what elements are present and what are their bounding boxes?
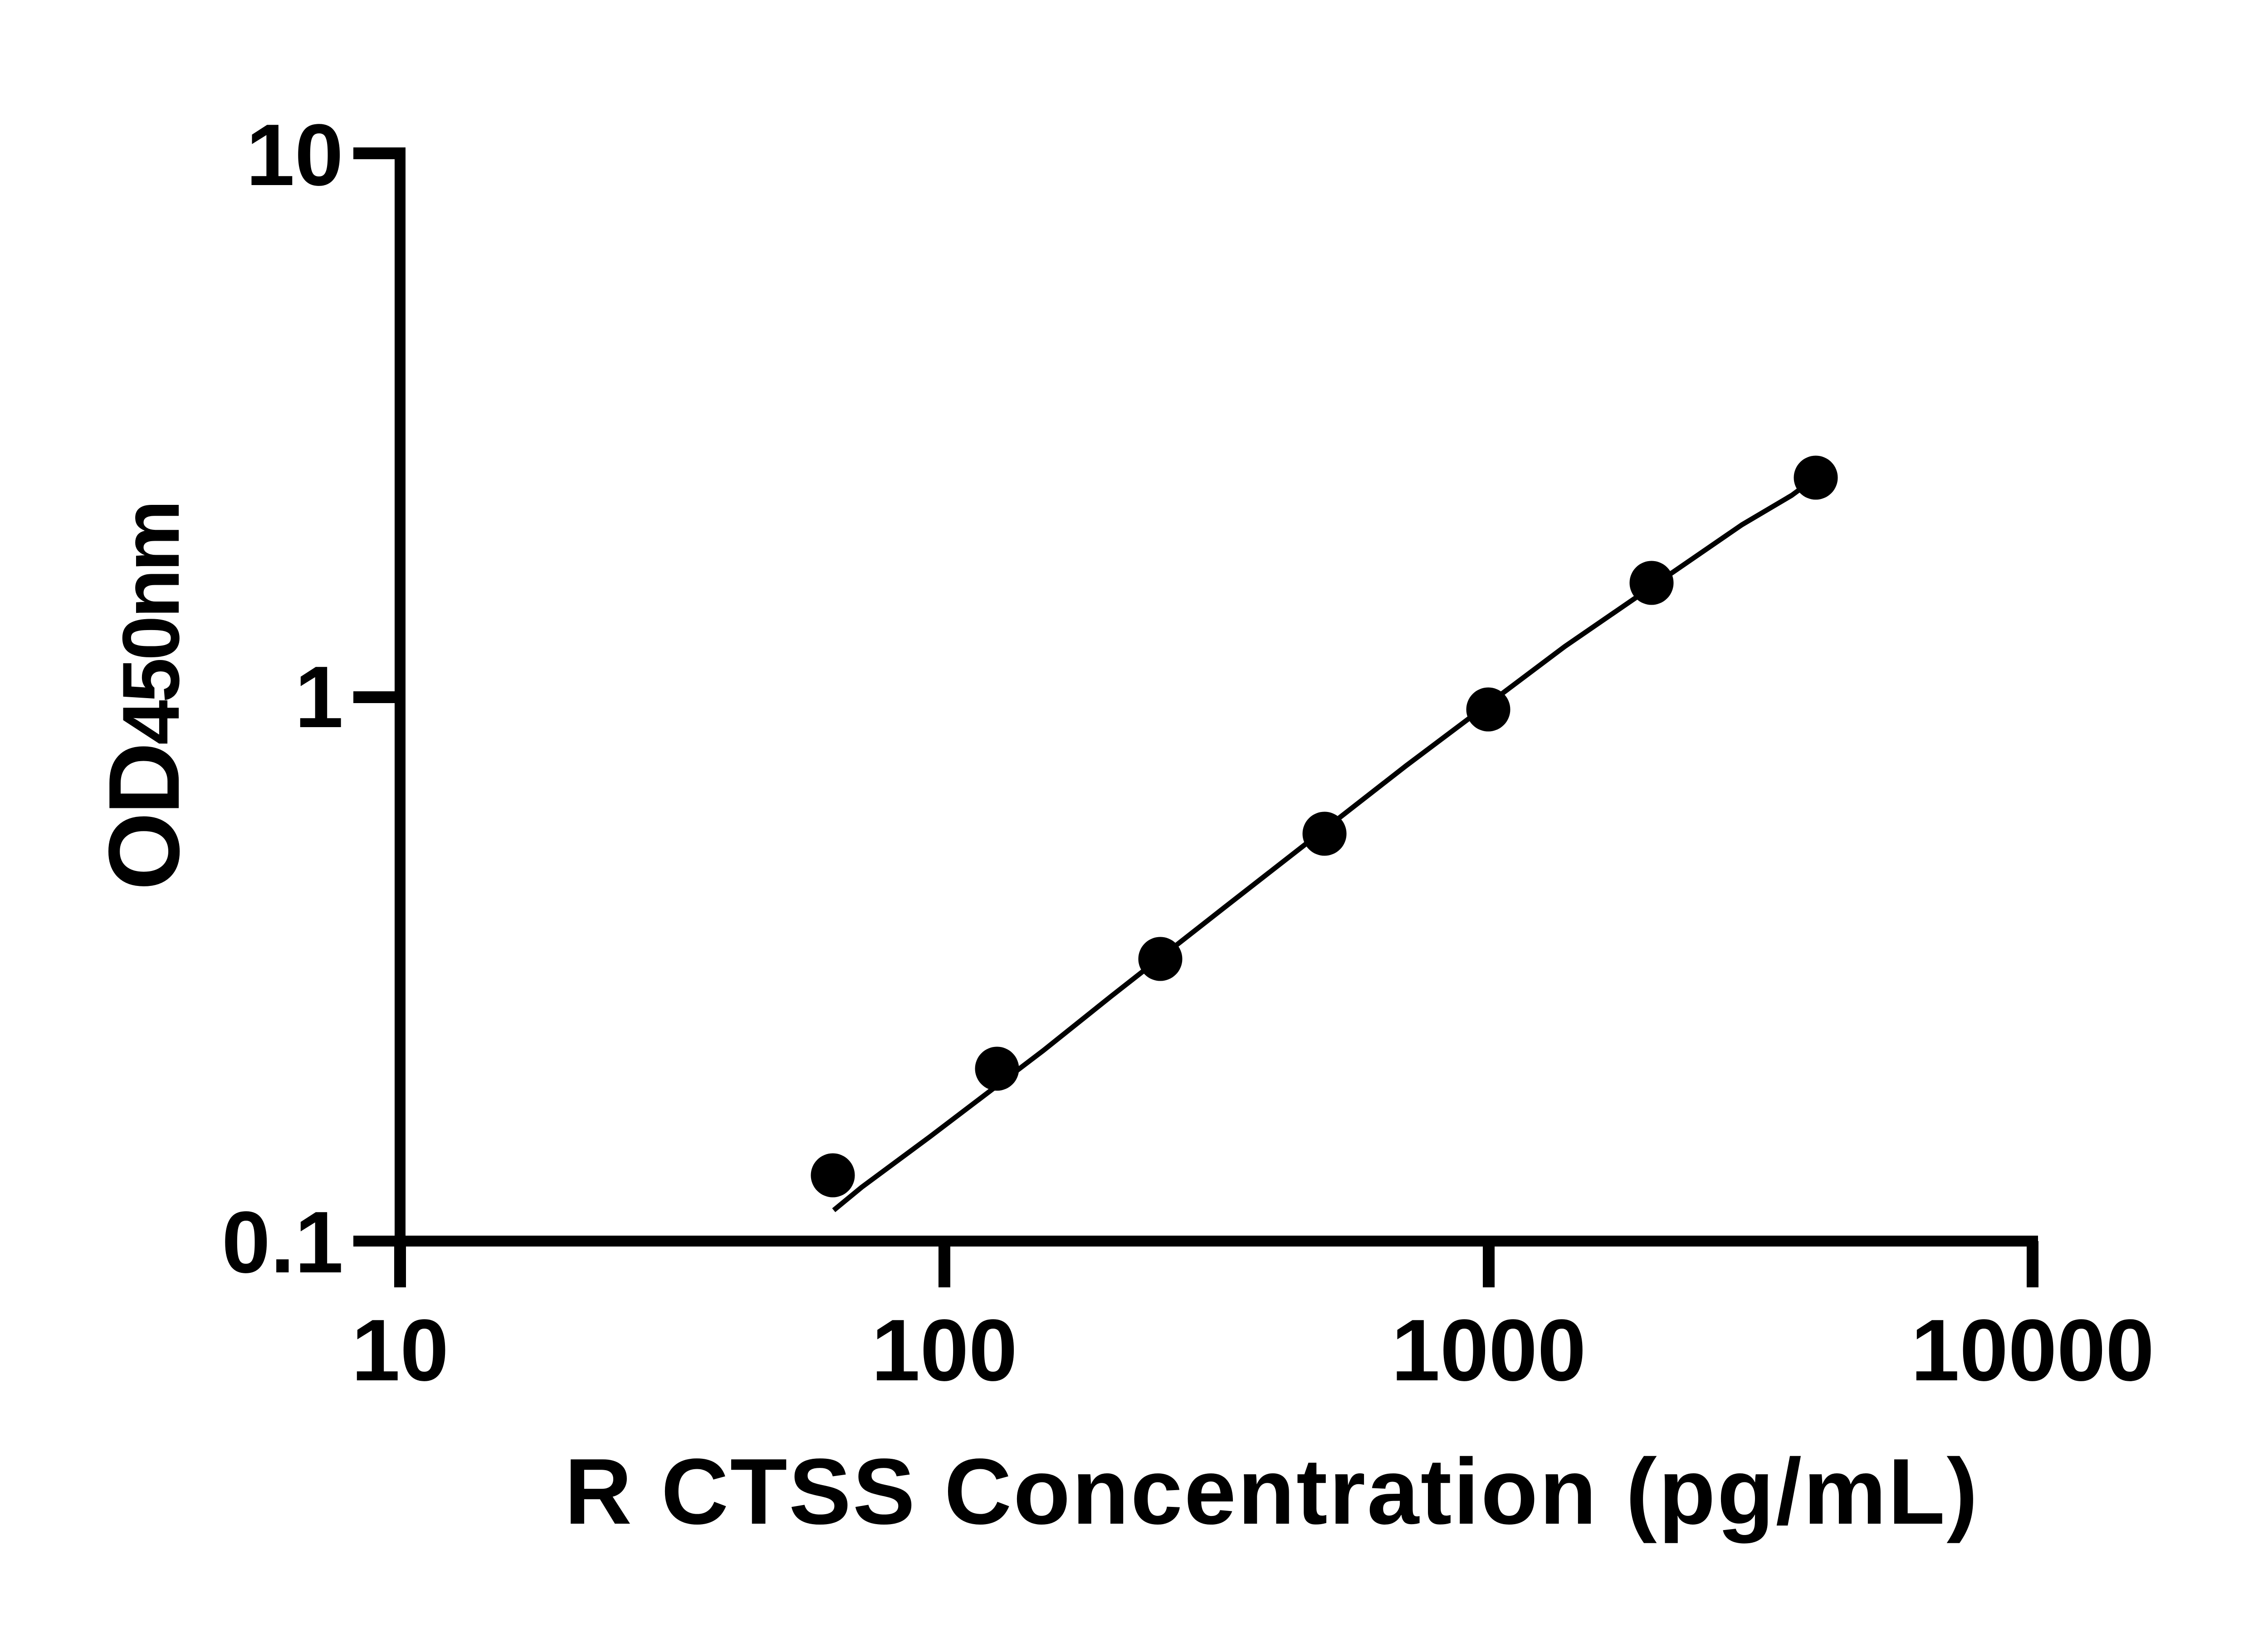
svg-text:OD450nm: OD450nm	[88, 503, 200, 890]
svg-text:10: 10	[352, 1301, 449, 1399]
svg-text:1: 1	[295, 648, 343, 746]
svg-text:100: 100	[871, 1301, 1017, 1399]
svg-text:R CTSS Concentration (pg/mL): R CTSS Concentration (pg/mL)	[564, 1439, 1979, 1544]
svg-text:10: 10	[246, 106, 343, 204]
svg-text:10000: 10000	[1911, 1301, 2155, 1399]
svg-text:0.1: 0.1	[222, 1193, 343, 1291]
svg-text:1000: 1000	[1391, 1301, 1586, 1399]
